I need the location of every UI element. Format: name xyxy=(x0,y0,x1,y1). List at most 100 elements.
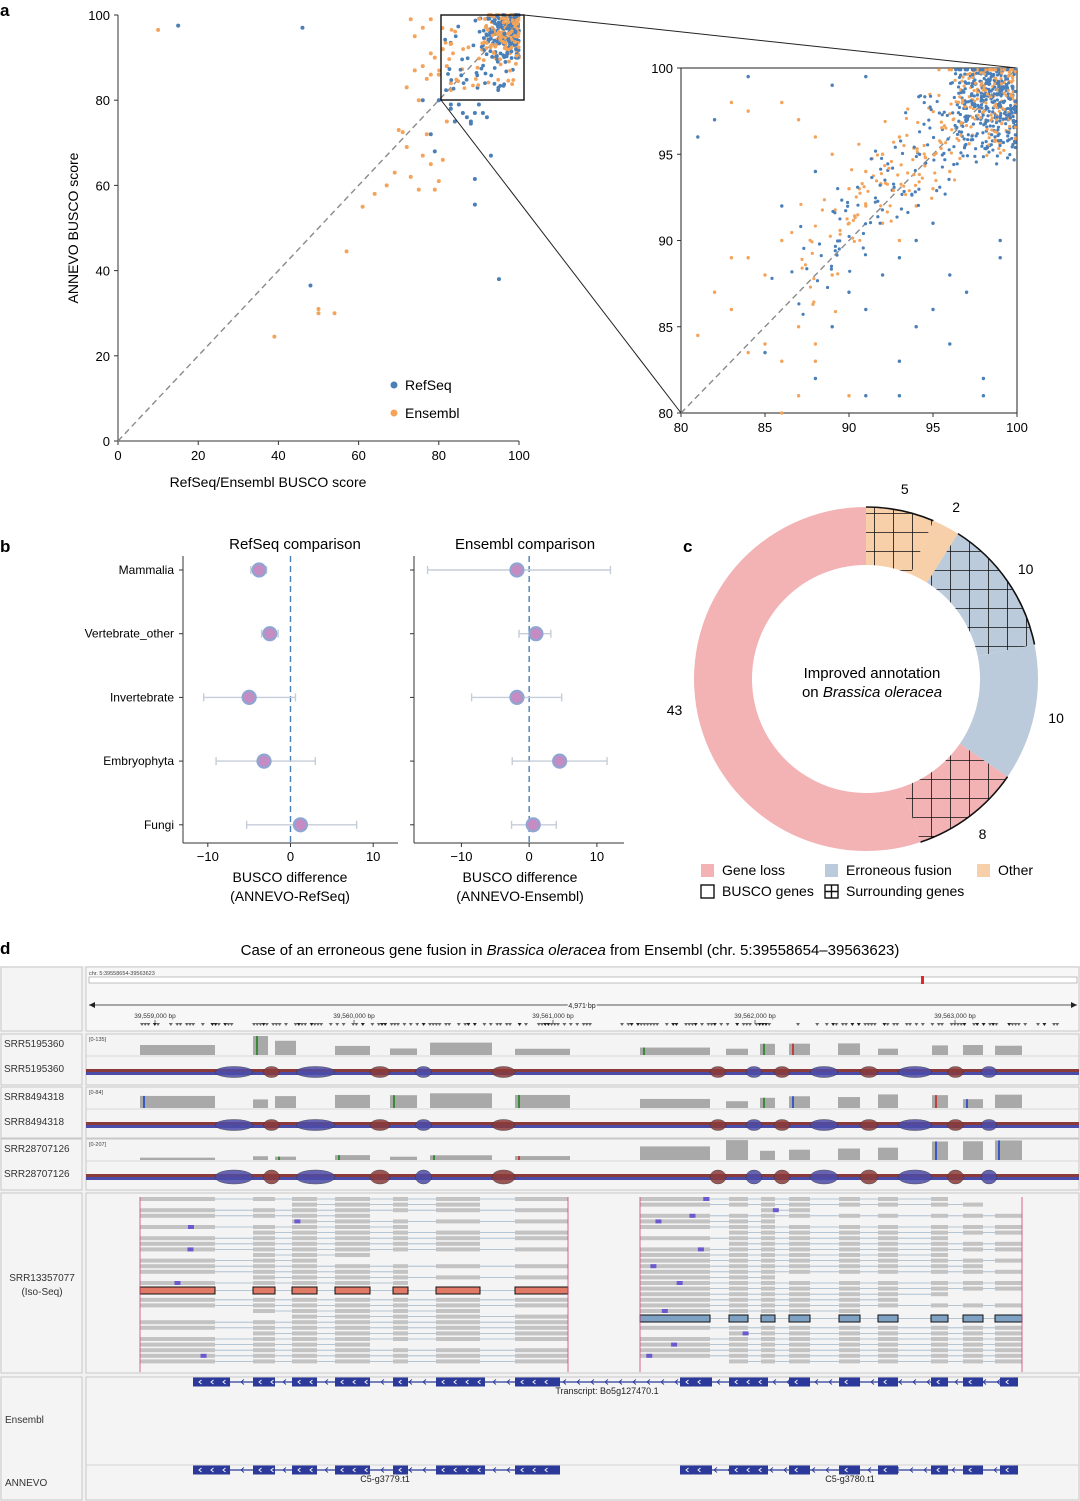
dense-point xyxy=(508,41,512,46)
inset-dense-point xyxy=(815,279,820,283)
gene-exon-arrow xyxy=(465,1379,469,1385)
inset-dense-point xyxy=(885,210,889,214)
gene-strand-arrow xyxy=(769,1467,774,1473)
y-tick-label: 60 xyxy=(96,178,110,193)
coverage-bar xyxy=(390,1156,417,1160)
inset-dense-point xyxy=(829,267,833,271)
inset-dense-point xyxy=(915,150,919,154)
inset-dense-point xyxy=(856,213,860,217)
inset-x-tick-label: 80 xyxy=(674,420,688,435)
inset-dense-point xyxy=(996,125,1001,129)
inset-dense-point xyxy=(960,101,965,105)
ruler-feature-mark xyxy=(1052,1023,1056,1026)
gene-strand-arrow xyxy=(282,1379,287,1385)
inset-dense-point xyxy=(880,208,884,212)
rnaseq-track-name: SRR8494318 xyxy=(4,1117,64,1128)
gene-exon xyxy=(878,1377,898,1387)
ruler-feature-mark xyxy=(472,1023,477,1026)
y-tick-label: 0 xyxy=(103,434,110,449)
read-exon xyxy=(995,1353,1022,1358)
forest-point xyxy=(262,626,278,642)
read-exon xyxy=(761,1253,775,1257)
read-exon xyxy=(640,1269,710,1274)
inset-dense-point xyxy=(873,149,878,153)
read-exon xyxy=(335,1269,370,1274)
inset-point-ensembl xyxy=(813,342,818,346)
coverage-mismatch xyxy=(966,1099,968,1108)
gene-exon xyxy=(839,1465,860,1475)
read-exon xyxy=(789,1331,810,1336)
data-point-ensembl xyxy=(396,128,401,133)
read-exon xyxy=(995,1241,1022,1246)
inset-dense-point xyxy=(982,94,986,99)
ruler-feature-mark xyxy=(824,1023,829,1026)
inset-dense-point xyxy=(940,126,944,130)
inset-dense-point xyxy=(973,117,977,121)
inset-dense-point xyxy=(1013,133,1017,137)
inset-dense-point xyxy=(985,81,990,86)
inset-dense-point xyxy=(899,207,904,211)
inset-dense-point xyxy=(979,99,983,103)
inset-dense-point xyxy=(943,158,947,162)
inset-dense-point xyxy=(812,277,816,281)
rnaseq-track-name: SRR5195360 xyxy=(4,1039,64,1050)
read-exon xyxy=(839,1225,860,1229)
read-exon xyxy=(393,1303,408,1308)
legend-refseq-label: RefSeq xyxy=(405,377,452,393)
coverage-bar xyxy=(838,1097,860,1108)
ruler-feature-mark xyxy=(949,1023,954,1026)
donut-legend: Gene loss Erroneous fusion Other BUSCO g… xyxy=(700,862,1033,899)
dense-point xyxy=(495,32,500,37)
forest-x-tick-label: −10 xyxy=(197,849,219,864)
read-exon xyxy=(292,1320,317,1325)
dense-point xyxy=(477,16,482,21)
inset-selection-box xyxy=(440,14,525,101)
ruler-feature-mark xyxy=(767,1023,772,1026)
read-exon xyxy=(640,1303,710,1308)
read-exon xyxy=(839,1348,860,1353)
forest-category-label: Vertebrate_other xyxy=(85,627,174,641)
read-exon xyxy=(253,1197,275,1201)
dense-point xyxy=(477,29,482,34)
read-exon xyxy=(515,1230,568,1235)
gene-strand-arrow xyxy=(422,1467,427,1473)
inset-dense-point xyxy=(883,164,887,168)
read-insertion xyxy=(671,1342,678,1347)
read-exon xyxy=(878,1286,898,1291)
junction-arc xyxy=(980,1066,998,1078)
ruler-feature-mark xyxy=(175,1023,180,1026)
legend-ensembl-marker xyxy=(390,409,398,417)
ruler-feature-mark xyxy=(1010,1023,1015,1026)
ruler-feature-mark xyxy=(815,1023,820,1026)
inset-dense-point xyxy=(1004,122,1008,126)
dense-point xyxy=(513,40,518,44)
inset-point-refseq xyxy=(914,325,918,329)
read-exon xyxy=(878,1253,898,1257)
coverage-bar xyxy=(335,1045,370,1055)
dense-point xyxy=(505,52,509,57)
donut-slice xyxy=(693,507,921,852)
junction-band-blue xyxy=(86,1177,1079,1180)
dense-point xyxy=(496,24,500,29)
inset-dense-point xyxy=(984,101,988,105)
inset-dense-point xyxy=(995,162,999,166)
junction-arc xyxy=(295,1066,336,1078)
panel-label-b: b xyxy=(0,537,10,556)
ruler-feature-mark xyxy=(277,1023,282,1026)
gene-exon-arrow xyxy=(734,1379,738,1385)
inset-dense-point xyxy=(983,88,988,92)
coverage-bar xyxy=(726,1048,748,1055)
inset-dense-point xyxy=(1002,91,1006,95)
gene-exon-arrow xyxy=(364,1467,368,1473)
read-exon xyxy=(931,1213,948,1218)
inset-dense-point xyxy=(852,214,857,218)
ruler-feature-mark xyxy=(741,1023,746,1026)
read-exon xyxy=(140,1197,215,1201)
read-exon xyxy=(140,1241,215,1246)
inset-dense-point xyxy=(802,246,806,250)
inset-dense-point xyxy=(902,144,906,148)
data-point-ensembl xyxy=(408,17,413,22)
legend-surrounding-genes-cross xyxy=(825,885,838,898)
inset-dense-point xyxy=(976,103,980,107)
inset-point-ensembl xyxy=(780,238,784,243)
